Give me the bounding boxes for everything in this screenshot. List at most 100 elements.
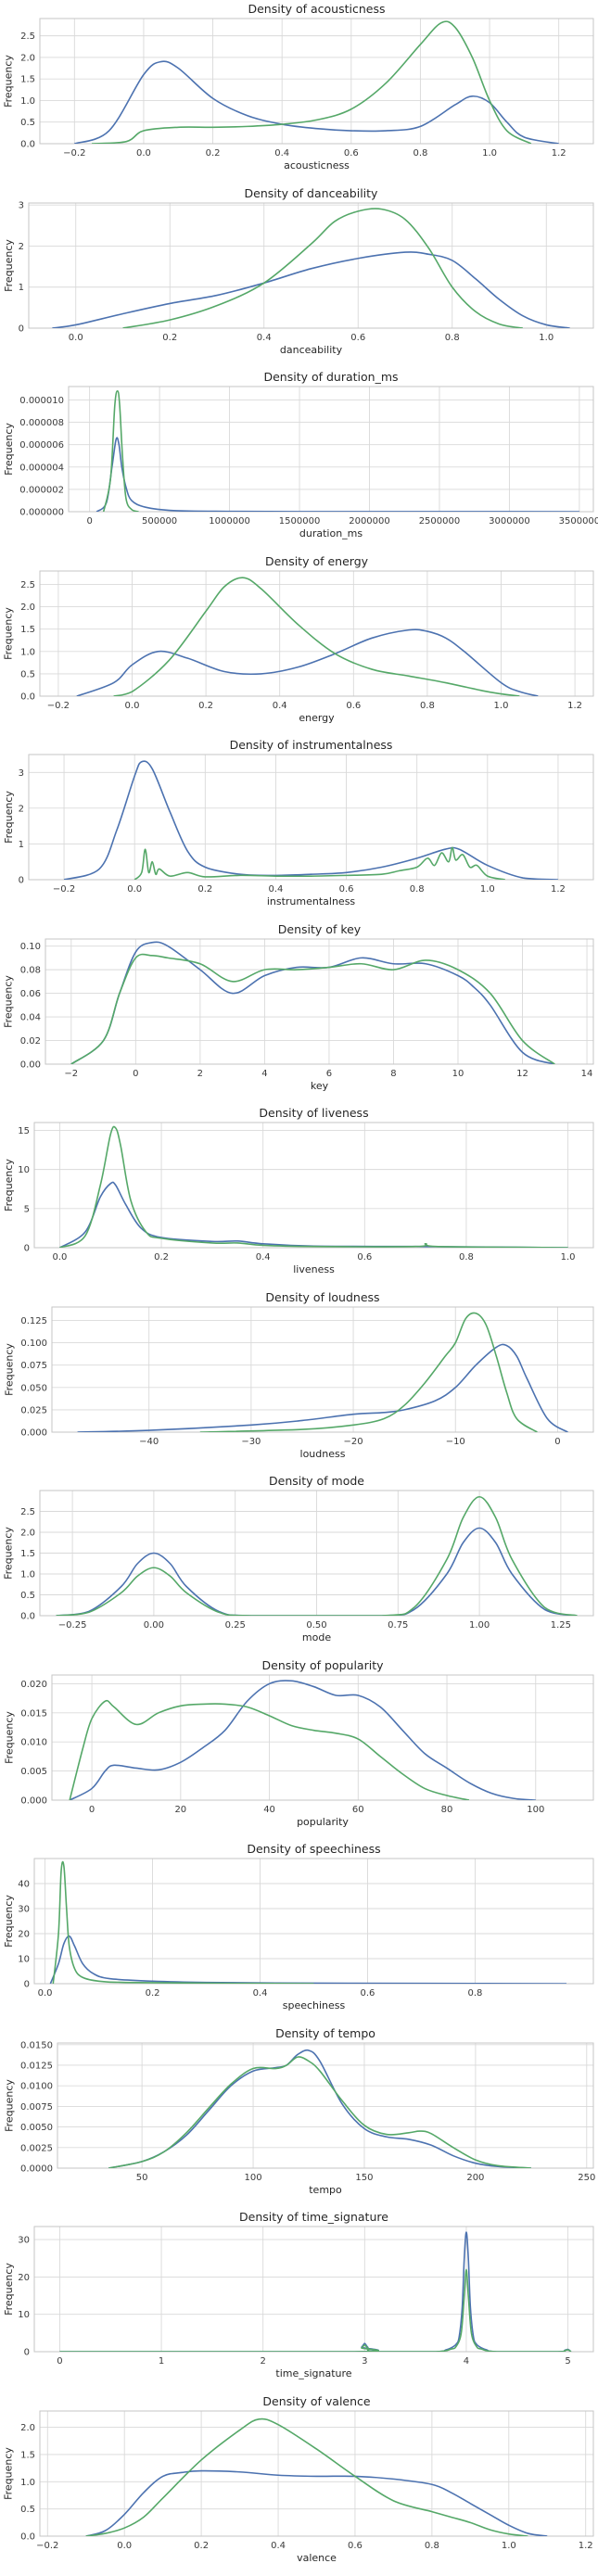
x-tick-label: 0.6 (339, 884, 354, 895)
x-tick-label: 1 (159, 2356, 164, 2367)
density-series-2 (70, 953, 555, 1064)
x-tick-label: 0.8 (467, 1988, 482, 1999)
y-tick-label: 0.04 (20, 1012, 41, 1022)
x-tick-label: 0.8 (459, 1252, 474, 1263)
x-tick-label: 2 (260, 2356, 265, 2367)
chart-title: Density of key (278, 922, 362, 936)
y-tick-label: 0.0075 (20, 2101, 53, 2112)
x-tick-label: −0.2 (36, 2541, 58, 2551)
x-tick-label: 8 (390, 1069, 396, 1079)
x-tick-label: 0.2 (194, 2541, 209, 2551)
y-tick-label: 1.5 (20, 1549, 35, 1559)
y-tick-label: 0.0 (20, 692, 35, 702)
x-tick-label: 0 (89, 1805, 95, 1815)
density-chart-1: −0.2 0.0 0.2 0.4 0.6 0.8 1.0 1.2 0.0 0.5 1.0 1.5 2.0… (3, 2, 594, 171)
x-tick-label: 0 (86, 516, 92, 527)
x-tick-label: 3 (362, 2356, 367, 2367)
x-tick-label: −10 (446, 1437, 465, 1447)
x-tick-label: 14 (581, 1069, 593, 1079)
y-tick-label: 2.5 (20, 579, 35, 590)
x-tick-label: 2000000 (349, 516, 390, 527)
x-tick-label: 200 (466, 2173, 484, 2183)
x-tick-label: 0.6 (357, 1252, 372, 1263)
y-tick-label: 0.08 (20, 965, 41, 975)
x-axis-label: tempo (309, 2184, 342, 2196)
y-tick-label: 0.000002 (19, 485, 64, 495)
y-tick-label: 0.000008 (19, 418, 64, 428)
chart-title: Density of loudness (265, 1290, 379, 1304)
y-tick-label: 0 (19, 324, 24, 334)
y-axis-label: Frequency (3, 1527, 15, 1580)
x-tick-label: 5 (565, 2356, 570, 2367)
density-chart-12: 50 100 150 200 250 0.0000 0.0025 0.0050 0.0075 0.… (3, 2026, 595, 2196)
y-tick-label: 0.000006 (19, 440, 64, 450)
x-tick-label: 1000000 (209, 516, 250, 527)
density-chart-10: 0 20 40 60 80 100 0.000 0.005 0.010 0.015 0.020 Den… (4, 1658, 594, 1828)
y-axis-label: Frequency (3, 606, 15, 659)
plot-frame (51, 1306, 594, 1432)
y-tick-label: 0.0050 (20, 2123, 53, 2133)
chart-title: Density of danceability (245, 186, 379, 200)
chart-title: Density of tempo (275, 2026, 375, 2040)
x-axis-label: instrumentalness (267, 895, 356, 907)
density-series-1 (70, 940, 555, 1064)
density-series-2 (52, 1860, 314, 1984)
x-tick-label: 0.8 (410, 884, 425, 895)
y-axis-label: Frequency (3, 2263, 15, 2316)
x-axis-label: popularity (297, 1816, 349, 1828)
x-tick-label: −0.25 (58, 1620, 87, 1631)
y-tick-label: 0.000 (20, 1796, 47, 1806)
x-tick-label: −20 (344, 1437, 363, 1447)
chart-title: Density of duration_ms (263, 370, 398, 384)
y-tick-label: 1.0 (20, 96, 35, 107)
y-tick-label: 30 (18, 2236, 30, 2246)
y-tick-label: 0.025 (20, 1405, 47, 1415)
y-tick-label: 2.0 (20, 603, 35, 613)
x-axis-label: liveness (293, 1263, 335, 1275)
y-axis-label: Frequency (3, 55, 15, 108)
y-tick-label: 1.0 (20, 1570, 35, 1580)
x-tick-label: 0.2 (146, 1988, 160, 1999)
x-tick-label: 0.0 (117, 2541, 132, 2551)
plot-frame (45, 938, 594, 1064)
y-tick-label: 0.075 (20, 1361, 47, 1371)
y-tick-label: 30 (18, 1905, 30, 1915)
density-chart-14: −0.2 0.0 0.2 0.4 0.6 0.8 1.0 1.20.00.51.01.52.0… (3, 2394, 594, 2564)
density-series-2 (91, 20, 532, 144)
y-tick-label: 0.100 (20, 1339, 47, 1349)
x-tick-label: 0.0 (52, 1252, 67, 1263)
y-tick-label: 2.5 (20, 32, 35, 42)
density-series-2 (113, 576, 520, 696)
y-tick-label: 0.0100 (20, 2081, 53, 2091)
y-tick-label: 20 (18, 1930, 30, 1940)
plot-frame (33, 1122, 594, 1249)
y-axis-label: Frequency (4, 1710, 16, 1763)
x-tick-label: 0.2 (198, 701, 213, 711)
y-tick-label: 1 (19, 840, 24, 850)
y-tick-label: 1.5 (20, 75, 35, 85)
chart-title: Density of instrumentalness (230, 738, 393, 752)
x-tick-label: −30 (241, 1437, 261, 1447)
y-tick-label: 2.0 (20, 1529, 35, 1539)
x-axis-label: acousticness (284, 159, 350, 171)
x-tick-label: 250 (578, 2173, 595, 2183)
x-tick-label: −0.2 (63, 148, 85, 159)
x-tick-label: 60 (352, 1805, 364, 1815)
x-tick-label: 0.50 (306, 1620, 326, 1631)
density-series-1 (108, 2049, 531, 2168)
y-tick-label: 0 (24, 1980, 30, 1990)
x-tick-label: 0.0 (127, 884, 142, 895)
plot-area (34, 1859, 593, 1984)
y-tick-label: 1.5 (20, 2450, 35, 2460)
y-tick-label: 1.5 (20, 625, 35, 635)
density-series-1 (56, 1527, 578, 1616)
y-tick-label: 0.000004 (19, 463, 64, 473)
y-tick-label: 0 (24, 2348, 30, 2358)
x-tick-label: 0.4 (268, 884, 283, 895)
plot-area (34, 2227, 593, 2352)
y-tick-label: 10 (18, 1955, 30, 1965)
x-tick-label: 0.4 (273, 701, 287, 711)
y-axis-label: Frequency (3, 2446, 15, 2499)
plot-area (34, 1123, 593, 1248)
